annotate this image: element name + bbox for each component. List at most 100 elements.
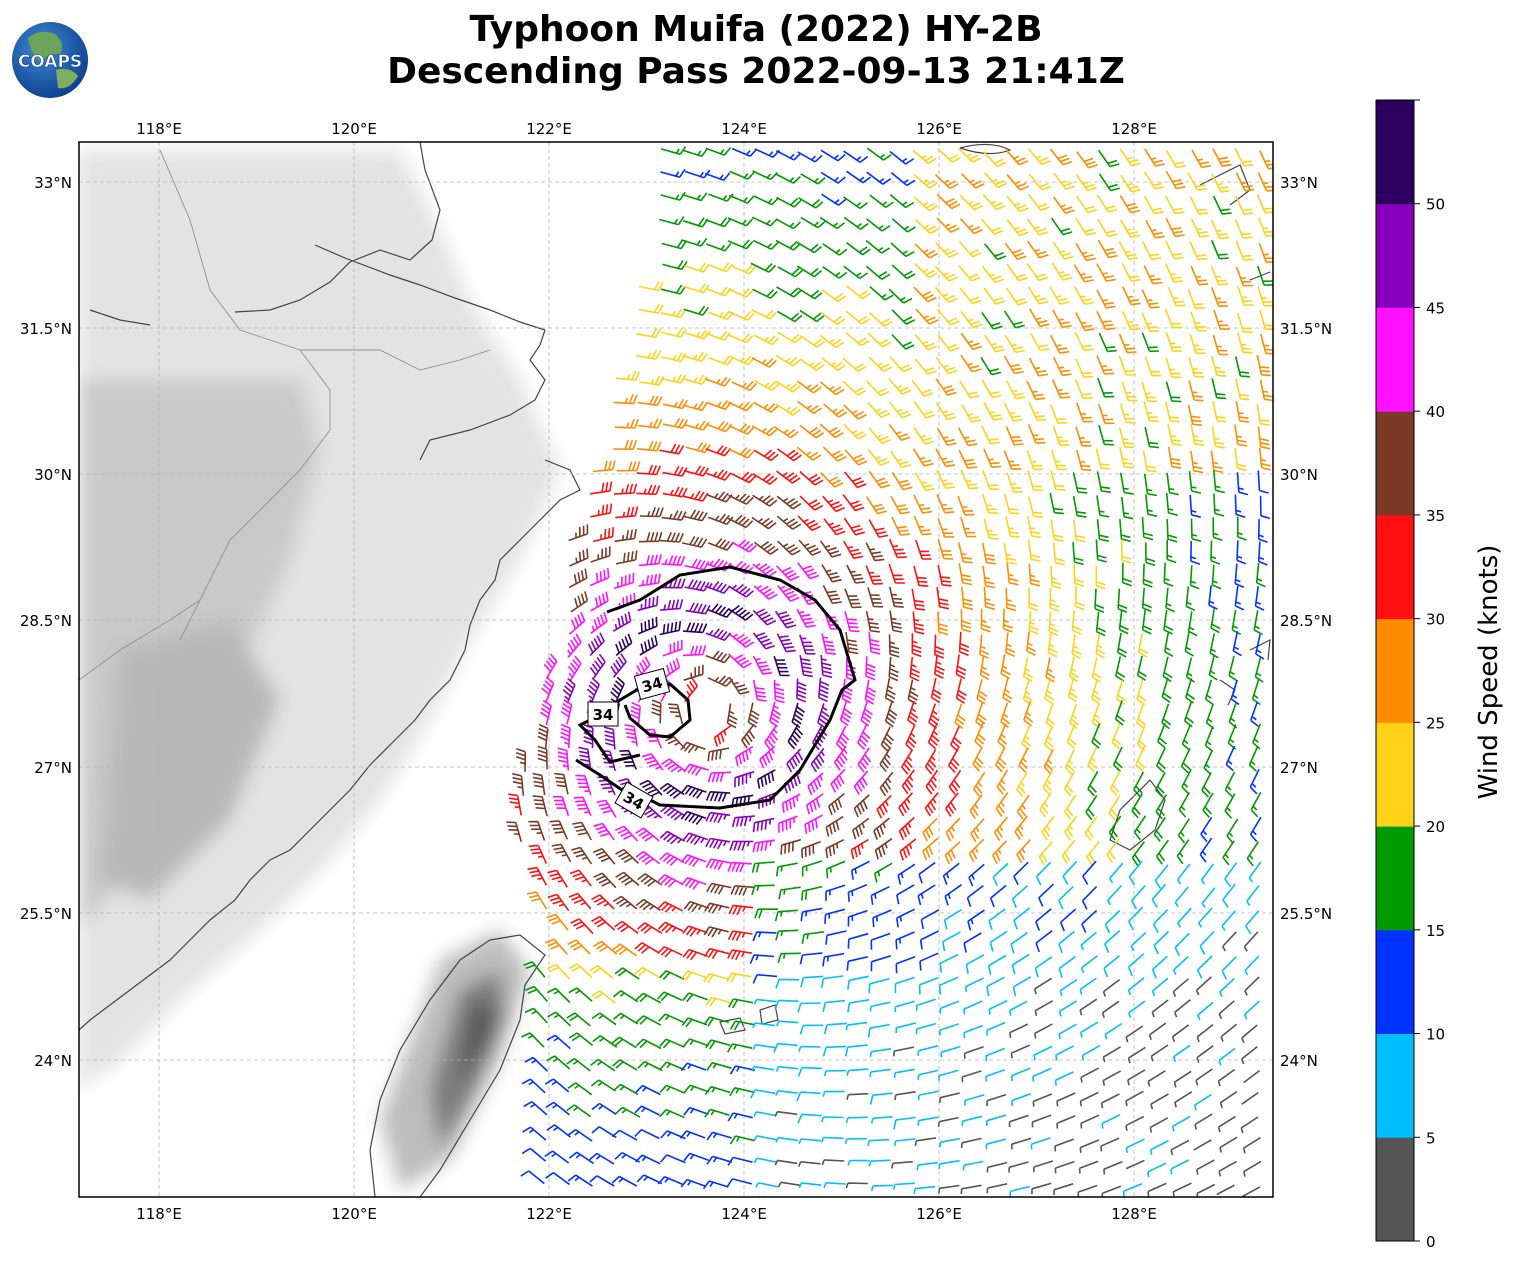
wind-barb xyxy=(661,578,686,589)
wind-barb xyxy=(1153,930,1170,955)
wind-barb xyxy=(799,952,823,965)
wind-barb xyxy=(798,1138,822,1145)
wind-barb xyxy=(1121,562,1132,587)
wind-barb xyxy=(728,998,754,1009)
wind-barb xyxy=(959,380,980,399)
wind-barb xyxy=(684,677,698,703)
wind-barb xyxy=(1121,262,1141,282)
wind-barb xyxy=(612,1012,639,1025)
wind-barb xyxy=(821,357,846,371)
wind-barb xyxy=(865,610,880,633)
wind-barb xyxy=(796,608,816,628)
wind-barb xyxy=(683,763,710,776)
wind-barb xyxy=(874,862,893,883)
wind-barb xyxy=(913,1185,936,1194)
wind-barb xyxy=(547,963,571,980)
wind-barb xyxy=(1150,1044,1169,1062)
wind-barb xyxy=(1098,403,1115,425)
wind-barb xyxy=(937,565,952,587)
wind-barb xyxy=(801,885,823,901)
lon-tick-bottom: 118°E xyxy=(136,1205,182,1223)
wind-barb xyxy=(955,654,967,680)
wind-barb xyxy=(751,357,777,368)
wind-barb xyxy=(705,837,731,850)
wind-barb xyxy=(1249,816,1262,843)
wind-barb xyxy=(1181,768,1192,795)
wind-barb xyxy=(1032,1067,1052,1082)
wind-barb xyxy=(680,1062,707,1072)
wind-barb xyxy=(1127,953,1145,977)
wind-barb xyxy=(867,587,884,608)
wind-barb xyxy=(753,1135,777,1141)
wind-barb xyxy=(705,445,732,457)
wind-barb xyxy=(1155,747,1166,773)
wind-barb xyxy=(682,832,709,846)
wind-barb xyxy=(614,920,639,935)
wind-barb xyxy=(728,194,755,204)
wind-barb xyxy=(1191,149,1212,169)
wind-barb xyxy=(704,902,730,914)
wind-barb xyxy=(662,260,688,271)
wind-barb xyxy=(983,151,1007,168)
wind-barb xyxy=(706,420,733,433)
wind-barb xyxy=(866,147,892,161)
wind-barb xyxy=(726,1178,752,1188)
wind-barb xyxy=(1029,332,1050,352)
wind-barb xyxy=(591,1012,617,1026)
wind-barb xyxy=(1211,355,1227,377)
wind-barb xyxy=(822,266,848,279)
wind-barb xyxy=(1240,1045,1258,1065)
wind-barb xyxy=(1142,450,1157,473)
wind-barb xyxy=(1050,449,1068,471)
wind-barb xyxy=(777,310,803,323)
wind-barb xyxy=(973,771,986,798)
lat-tick-labels: 33°N 31.5°N 30°N 28.5°N 27°N 25.5°N 24°N… xyxy=(20,174,1332,1070)
lon-tick-bottom: 122°E xyxy=(526,1205,572,1223)
colorbar-tick-label: 40 xyxy=(1426,403,1445,421)
wind-barb xyxy=(681,1017,708,1028)
wind-barb xyxy=(683,1106,709,1116)
wind-barb xyxy=(751,861,775,873)
wind-barb xyxy=(752,931,777,942)
wind-barb xyxy=(935,242,959,258)
wind-barb xyxy=(1196,1159,1215,1175)
wind-barb xyxy=(1026,450,1044,471)
wind-barb xyxy=(1143,473,1157,497)
wind-barb xyxy=(708,537,734,551)
wind-barb xyxy=(1033,1160,1054,1173)
wind-barb xyxy=(983,401,1003,421)
wind-barb xyxy=(547,893,570,912)
wind-barb xyxy=(800,907,823,922)
wind-barb xyxy=(1096,495,1110,518)
wind-barb xyxy=(567,655,582,681)
wind-barb xyxy=(865,656,876,681)
wind-barb xyxy=(1257,286,1273,307)
wind-barb xyxy=(1023,700,1034,727)
wind-barb xyxy=(781,793,801,813)
wind-barb xyxy=(659,830,686,845)
wind-barb xyxy=(592,1035,618,1048)
wind-barb xyxy=(867,1023,890,1038)
wind-barb xyxy=(938,1184,960,1194)
wind-barb xyxy=(1210,540,1221,565)
wind-barb xyxy=(1056,1115,1076,1129)
wind-barb xyxy=(611,1175,638,1187)
wind-barb xyxy=(651,699,662,724)
wind-barb xyxy=(1096,519,1109,542)
wind-barb xyxy=(1095,448,1111,470)
wind-barb xyxy=(1236,516,1247,541)
lat-tick-left: 25.5°N xyxy=(20,905,72,923)
lon-tick-bottom: 120°E xyxy=(331,1205,377,1223)
wind-barb xyxy=(590,591,609,612)
wind-barb xyxy=(1232,631,1242,657)
wind-barb xyxy=(1244,955,1260,976)
wind-barb xyxy=(546,1055,571,1070)
wind-barb xyxy=(775,380,801,393)
wind-barb xyxy=(1181,725,1191,751)
wind-barb xyxy=(1165,357,1182,379)
wind-barb xyxy=(865,239,891,254)
wind-barb xyxy=(735,745,754,767)
wind-barb xyxy=(592,460,616,473)
wind-barb xyxy=(682,992,708,1003)
wind-barb xyxy=(1042,769,1054,795)
